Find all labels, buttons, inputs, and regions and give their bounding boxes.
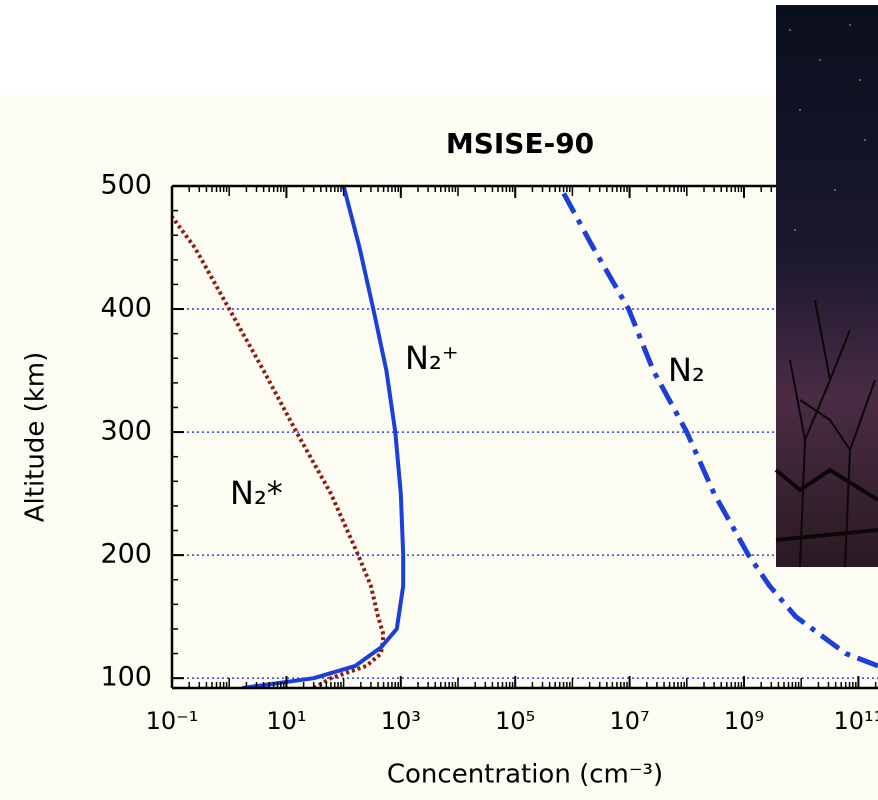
series-label: N₂⁺ bbox=[405, 339, 459, 377]
curves bbox=[172, 186, 878, 688]
y-tick-label: 100 bbox=[100, 662, 152, 693]
chart-background bbox=[0, 95, 878, 800]
x-tick-label: 10³ bbox=[381, 707, 421, 735]
profile-line bbox=[172, 215, 386, 688]
x-tick-label: 10⁻¹ bbox=[146, 707, 199, 735]
series-label: N₂* bbox=[230, 474, 283, 512]
series-label: N₂ bbox=[668, 351, 705, 389]
photo bbox=[774, 5, 878, 568]
x-axis-title: Concentration (cm⁻³) bbox=[387, 760, 663, 790]
x-tick-label: 10¹ bbox=[266, 707, 306, 735]
x-tick-label: 10⁷ bbox=[610, 707, 650, 735]
profile-line bbox=[242, 186, 406, 688]
y-axis-title: Altitude (km) bbox=[21, 352, 51, 523]
y-tick-label: 300 bbox=[100, 416, 152, 447]
profile-line bbox=[557, 186, 878, 669]
x-tick-label: 10⁵ bbox=[495, 707, 535, 735]
y-tick-label: 200 bbox=[100, 539, 152, 570]
y-tick-label: 500 bbox=[100, 170, 152, 201]
chart-title: MSISE-90 bbox=[446, 127, 594, 160]
x-tick-label: 10⁹ bbox=[724, 707, 764, 735]
annotations: N₂* N₂⁺ N₂ bbox=[230, 339, 705, 512]
y-tick-label: 400 bbox=[100, 293, 152, 324]
